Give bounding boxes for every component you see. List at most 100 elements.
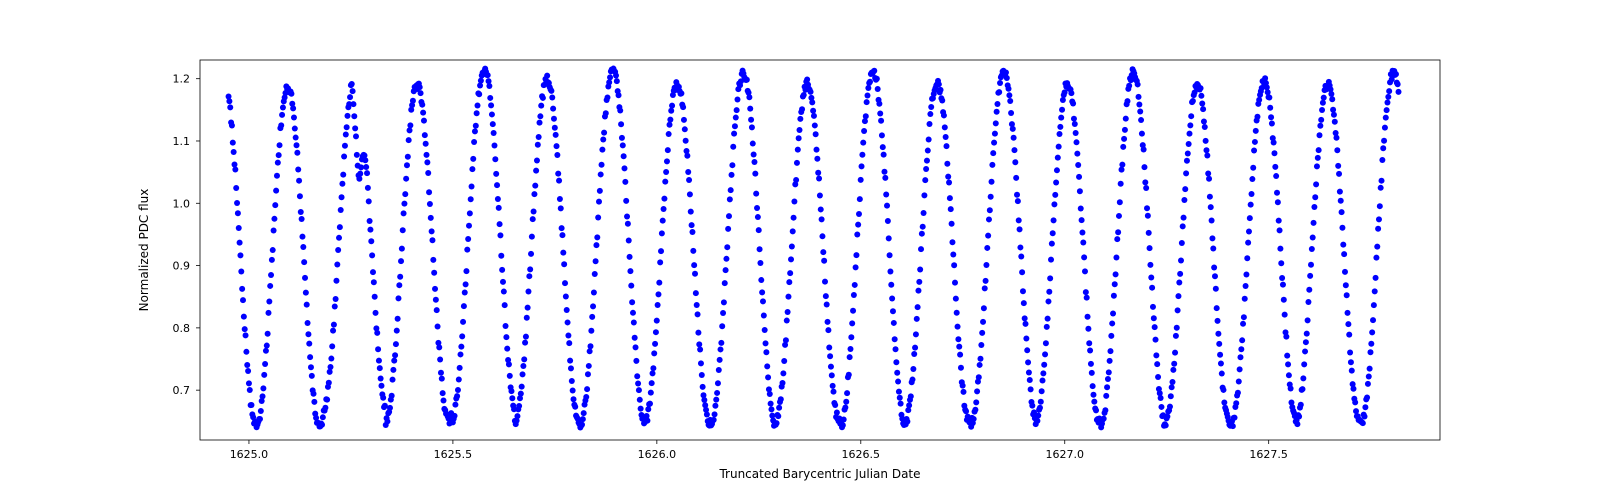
data-point — [1081, 254, 1087, 260]
data-point — [1155, 374, 1161, 380]
data-point — [1350, 386, 1356, 392]
data-point — [892, 336, 898, 342]
data-point — [985, 233, 991, 239]
data-point — [767, 391, 773, 397]
data-point — [344, 124, 350, 130]
data-point — [365, 185, 371, 191]
data-point — [890, 308, 896, 314]
data-point — [600, 136, 606, 142]
data-point — [1215, 331, 1221, 337]
data-point — [333, 278, 339, 284]
data-point — [818, 206, 824, 212]
data-point — [655, 291, 661, 297]
data-point — [437, 356, 443, 362]
data-point — [1186, 141, 1192, 147]
data-point — [1184, 158, 1190, 164]
data-point — [1272, 164, 1278, 170]
data-point — [695, 330, 701, 336]
data-point — [1035, 413, 1041, 419]
data-point — [698, 360, 704, 366]
data-point — [364, 170, 370, 176]
data-point — [590, 303, 596, 309]
data-point — [648, 390, 654, 396]
data-point — [528, 251, 534, 257]
data-point — [418, 90, 424, 96]
data-point — [1025, 359, 1031, 365]
data-point — [301, 259, 307, 265]
data-point — [293, 135, 299, 141]
data-point — [812, 122, 818, 128]
data-point — [992, 131, 998, 137]
data-point — [537, 120, 543, 126]
data-point — [572, 404, 578, 410]
data-point — [712, 403, 718, 409]
data-point — [400, 227, 406, 233]
data-point — [788, 256, 794, 262]
data-point — [1011, 147, 1017, 153]
data-point — [368, 238, 374, 244]
data-point — [859, 152, 865, 158]
data-point — [696, 341, 702, 347]
data-point — [1378, 185, 1384, 191]
data-point — [1249, 191, 1255, 197]
data-point — [1113, 255, 1119, 261]
data-point — [859, 163, 865, 169]
data-point — [1384, 107, 1390, 113]
data-point — [237, 252, 243, 258]
data-point — [653, 329, 659, 335]
data-point — [1209, 235, 1215, 241]
data-point — [268, 272, 274, 278]
data-point — [804, 76, 810, 82]
data-point — [303, 290, 309, 296]
data-point — [369, 252, 375, 258]
data-point — [1008, 110, 1014, 116]
data-point — [883, 191, 889, 197]
data-point — [497, 232, 503, 238]
data-point — [1366, 374, 1372, 380]
data-point — [1181, 197, 1187, 203]
data-point — [553, 132, 559, 138]
data-point — [508, 388, 514, 394]
data-point — [581, 410, 587, 416]
data-point — [531, 191, 537, 197]
data-point — [1294, 421, 1300, 427]
y-tick-label: 0.8 — [173, 322, 191, 335]
data-point — [1317, 123, 1323, 129]
data-point — [584, 386, 590, 392]
data-point — [1237, 366, 1243, 372]
data-point — [525, 305, 531, 311]
data-point — [319, 422, 325, 428]
data-point — [720, 310, 726, 316]
data-point — [1275, 199, 1281, 205]
data-point — [1052, 192, 1058, 198]
data-point — [645, 406, 651, 412]
data-point — [1086, 340, 1092, 346]
data-point — [529, 234, 535, 240]
data-point — [1337, 189, 1343, 195]
data-point — [1006, 86, 1012, 92]
data-point — [552, 125, 558, 131]
data-point — [768, 401, 774, 407]
data-point — [1068, 90, 1074, 96]
data-point — [1237, 354, 1243, 360]
data-point — [926, 136, 932, 142]
data-point — [629, 299, 635, 305]
data-point — [1093, 407, 1099, 413]
data-point — [1103, 393, 1109, 399]
data-point — [834, 409, 840, 415]
data-point — [1181, 215, 1187, 221]
data-point — [1305, 317, 1311, 323]
data-point — [1282, 312, 1288, 318]
data-point — [1236, 378, 1242, 384]
data-point — [587, 348, 593, 354]
data-point — [977, 362, 983, 368]
data-point — [1308, 262, 1314, 268]
data-point — [828, 364, 834, 370]
data-point — [248, 402, 254, 408]
data-point — [544, 73, 550, 79]
data-point — [948, 206, 954, 212]
data-point — [687, 191, 693, 197]
data-point — [655, 302, 661, 308]
data-point — [1247, 215, 1253, 221]
data-point — [906, 402, 912, 408]
